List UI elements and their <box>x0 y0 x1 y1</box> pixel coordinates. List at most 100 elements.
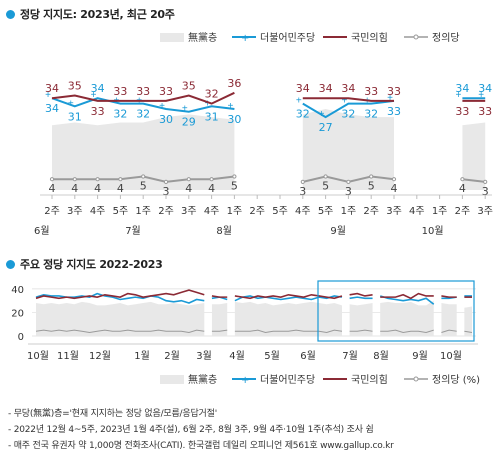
series-line-1-0 <box>51 91 235 105</box>
data-label: 34 <box>45 82 59 95</box>
data-label: 32 <box>341 108 355 121</box>
muhdang-area-segment-6 <box>464 306 472 336</box>
x-tick-label: 2주 <box>455 206 471 217</box>
data-label: 33 <box>364 85 378 98</box>
data-label: 34 <box>319 82 333 95</box>
jp-marker <box>300 179 305 184</box>
x-tick-label: 10월 <box>440 350 462 362</box>
data-label: 33 <box>136 85 150 98</box>
data-label: 34 <box>296 82 310 95</box>
x-tick-label: 2주 <box>249 206 265 217</box>
data-label: 3 <box>163 185 170 198</box>
data-label: 32 <box>113 108 127 121</box>
y-tick-label: 0 <box>18 332 24 343</box>
x-tick-label: 8월 <box>373 350 389 362</box>
x-tick-label: 3주 <box>386 206 402 217</box>
note-2: - 2022년 12월 4~5주, 2023년 1월 4주(설), 6월 2주,… <box>8 425 374 435</box>
series-line-2-1 <box>211 329 228 332</box>
legend-label: 국민의힘 <box>351 374 388 386</box>
data-label: 4 <box>49 182 56 195</box>
data-label: 32 <box>136 108 150 121</box>
x-tick-label: 4주 <box>295 206 311 217</box>
x-tick-label: 11월 <box>57 350 79 362</box>
legend-marker-jp <box>413 376 419 382</box>
series-line-2-2 <box>234 329 343 333</box>
jp-marker <box>186 177 191 182</box>
muhdang-area-segment-4 <box>380 300 434 336</box>
data-label: 34 <box>455 82 469 95</box>
y-tick-label: 40 <box>11 285 24 296</box>
dp-marker: + <box>296 96 302 107</box>
legend-label: 정의당 <box>432 32 460 44</box>
x-tick-label: 5주 <box>272 206 288 217</box>
data-label: 31 <box>205 110 219 123</box>
data-label: 30 <box>227 113 241 126</box>
data-label: 5 <box>322 180 329 193</box>
series-line-1-0 <box>35 289 205 300</box>
legend-label: 더불어민주당 <box>260 374 315 386</box>
series-line-1-5 <box>441 295 457 298</box>
muhdang-area-segment-2 <box>234 301 342 336</box>
data-label: 32 <box>205 88 219 101</box>
month-label: 6월 <box>34 225 50 237</box>
series-line-2-5 <box>441 329 457 333</box>
muhdang-area-segment-2 <box>462 122 486 190</box>
dp-marker: + <box>341 96 347 107</box>
x-tick-label: 1주 <box>432 206 448 217</box>
bullet-icon <box>6 10 15 19</box>
jp-marker <box>72 177 77 182</box>
data-label: 31 <box>68 110 82 123</box>
data-label: 4 <box>117 182 124 195</box>
jp-marker <box>346 179 351 184</box>
legend-label: 정의당 (%) <box>432 374 480 386</box>
x-tick-label: 5주 <box>113 206 129 217</box>
legend-marker-dp: + <box>241 33 249 44</box>
dp-marker: + <box>205 98 211 109</box>
data-label: 35 <box>68 80 82 93</box>
muhdang-area-segment-0 <box>36 301 205 336</box>
jp-marker <box>460 177 465 182</box>
series-line-2-2 <box>462 178 486 183</box>
data-label: 4 <box>391 182 398 195</box>
y-tick-label: 20 <box>11 308 24 319</box>
data-label: 33 <box>113 85 127 98</box>
data-label: 4 <box>459 182 466 195</box>
muhdang-area-segment-5 <box>441 303 457 336</box>
x-tick-label: 4주 <box>204 206 220 217</box>
data-label: 34 <box>478 82 492 95</box>
data-label: 33 <box>387 105 401 118</box>
series-line-2-3 <box>349 329 373 332</box>
data-label: 4 <box>71 182 78 195</box>
x-tick-label: 3월 <box>196 350 212 362</box>
data-label: 34 <box>341 82 355 95</box>
x-tick-label: 9월 <box>412 350 428 362</box>
legend-bottom: 無黨층 + 더불어민주당 국민의힘 정의당 (%) <box>160 373 480 386</box>
dp-marker: + <box>478 90 484 101</box>
data-label: 36 <box>227 77 241 90</box>
x-tick-label: 3주 <box>477 206 493 217</box>
data-label: 33 <box>159 85 173 98</box>
data-label: 4 <box>185 182 192 195</box>
chart1-title-text: 정당 지지도: 2023년, 최근 20주 <box>20 8 175 21</box>
legend-label: 無黨층 <box>188 373 217 386</box>
data-label: 32 <box>364 108 378 121</box>
x-tick-label: 1주 <box>135 206 151 217</box>
data-label: 4 <box>94 182 101 195</box>
dp-marker: + <box>227 101 233 112</box>
jp-marker <box>141 174 146 179</box>
jp-marker <box>323 174 328 179</box>
jp-marker <box>118 177 123 182</box>
legend-swatch-muhdang <box>160 375 184 384</box>
jp-marker <box>369 174 374 179</box>
x-tick-label: 10월 <box>27 350 49 362</box>
series-line-1-1 <box>211 295 228 298</box>
data-label: 30 <box>159 113 173 126</box>
x-tick-label: 7월 <box>342 350 358 362</box>
jp-marker <box>49 177 55 182</box>
dp-marker: + <box>159 101 165 112</box>
data-label: 33 <box>387 85 401 98</box>
series-line-2-0 <box>35 329 205 333</box>
series-line-1-3 <box>349 292 373 297</box>
muhdang-area-segment-1 <box>211 303 228 336</box>
